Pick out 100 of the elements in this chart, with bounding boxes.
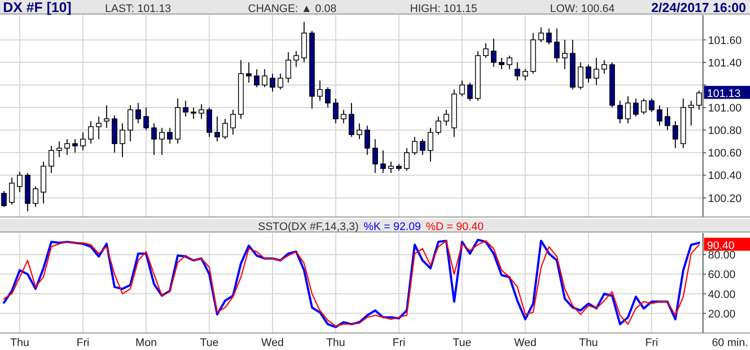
candlestick bbox=[514, 62, 520, 81]
candlestick bbox=[325, 86, 331, 108]
candlestick bbox=[72, 138, 78, 154]
candlestick bbox=[594, 57, 600, 86]
y-tick-label: 80.00 bbox=[708, 250, 736, 262]
candlestick bbox=[340, 109, 346, 124]
x-tick-label: Tue bbox=[452, 337, 472, 349]
candlestick bbox=[664, 107, 670, 131]
candlestick bbox=[380, 150, 386, 174]
candlestick bbox=[546, 28, 552, 45]
candlestick bbox=[206, 107, 212, 138]
annotation: LAST: 101.13 bbox=[105, 3, 172, 15]
candlestick bbox=[167, 127, 173, 144]
x-tick-label: Wed bbox=[514, 337, 536, 349]
candlestick bbox=[356, 122, 362, 140]
candlestick bbox=[586, 64, 592, 84]
series-label: %K = 92.09 bbox=[364, 221, 421, 233]
candlestick bbox=[640, 98, 647, 115]
chart-title: DX #F [10] bbox=[3, 0, 72, 15]
candlestick bbox=[56, 140, 62, 158]
annotation: LOW: 100.64 bbox=[550, 3, 615, 15]
candlestick bbox=[120, 122, 126, 158]
candlestick bbox=[270, 73, 276, 92]
y-tick-label: 101.00 bbox=[708, 102, 742, 115]
x-tick-label: Fri bbox=[392, 337, 406, 349]
candlestick bbox=[286, 52, 292, 84]
x-tick-label: Thu bbox=[326, 337, 346, 349]
candlestick bbox=[159, 127, 165, 156]
candlestick bbox=[672, 120, 678, 149]
candlestick bbox=[246, 62, 252, 84]
candlestick bbox=[143, 107, 149, 131]
candlestick bbox=[190, 107, 196, 120]
annotation: 2/24/2017 16:00 bbox=[651, 0, 746, 15]
candlestick bbox=[656, 104, 662, 126]
y-tick-label: 20.00 bbox=[708, 308, 736, 320]
candlestick bbox=[578, 62, 584, 90]
candlestick bbox=[388, 161, 394, 174]
candlestick bbox=[293, 50, 299, 68]
candlestick bbox=[420, 138, 426, 156]
x-tick-label: Thu bbox=[578, 337, 598, 349]
candlestick bbox=[48, 145, 54, 174]
candlestick bbox=[617, 100, 623, 124]
chart-title: SSTO(DX #F,14,3,3) bbox=[258, 221, 359, 233]
candlestick bbox=[372, 138, 378, 174]
candlestick bbox=[490, 38, 496, 68]
y-tick-label: 100.60 bbox=[708, 148, 742, 160]
candlestick bbox=[522, 68, 528, 81]
candlestick bbox=[412, 136, 418, 156]
candlestick bbox=[128, 104, 134, 142]
y-tick-label: 101.40 bbox=[708, 57, 742, 70]
candlestick bbox=[80, 132, 86, 151]
candlestick bbox=[562, 39, 568, 70]
x-tick-label: Tue bbox=[200, 337, 219, 349]
candlestick bbox=[538, 26, 544, 43]
annotation: HIGH: 101.15 bbox=[410, 3, 478, 15]
candlestick bbox=[278, 73, 284, 90]
x-tick-label: Mon bbox=[135, 337, 157, 349]
candlestick bbox=[151, 122, 157, 156]
candlestick bbox=[436, 116, 442, 136]
candlestick bbox=[498, 57, 504, 70]
candlestick bbox=[198, 104, 204, 120]
y-tick-label: 100.20 bbox=[708, 192, 742, 205]
text: 90.40 bbox=[707, 240, 735, 252]
candlestick bbox=[554, 28, 560, 63]
candlestick bbox=[506, 55, 512, 70]
candlestick bbox=[601, 60, 608, 74]
candlestick bbox=[1, 190, 7, 208]
annotation: CHANGE: ▲ 0.08 bbox=[248, 3, 337, 15]
candlestick bbox=[135, 102, 141, 124]
candlestick bbox=[96, 116, 102, 140]
x-tick-label: Fri bbox=[645, 337, 658, 349]
candlestick bbox=[332, 98, 338, 124]
candlestick bbox=[230, 109, 236, 136]
candlestick bbox=[483, 42, 489, 58]
candlestick bbox=[88, 120, 94, 144]
x-tick-label: Fri bbox=[76, 337, 90, 349]
candlestick bbox=[467, 82, 473, 102]
y-tick-label: 60.00 bbox=[708, 269, 736, 282]
x-axis-title: 60 min. bbox=[712, 337, 748, 349]
text: 101.13 bbox=[707, 88, 741, 100]
candlestick bbox=[444, 109, 450, 126]
y-tick-label: 100.40 bbox=[708, 170, 742, 182]
candlestick bbox=[16, 171, 23, 193]
candlestick bbox=[428, 127, 434, 162]
candlestick bbox=[9, 177, 15, 206]
y-tick-label: 101.60 bbox=[708, 34, 742, 47]
candlestick bbox=[633, 98, 639, 118]
series-label: %D = 90.40 bbox=[426, 221, 484, 233]
candlestick bbox=[317, 80, 323, 102]
x-tick-label: Wed bbox=[261, 337, 284, 349]
candlestick bbox=[262, 68, 268, 88]
candlestick bbox=[254, 68, 260, 88]
candlestick bbox=[364, 125, 370, 156]
candlestick bbox=[348, 102, 354, 138]
y-tick-label: 40.00 bbox=[708, 288, 736, 301]
candlestick bbox=[688, 100, 694, 126]
candlestick bbox=[32, 186, 38, 208]
candlestick bbox=[459, 80, 465, 97]
candlestick bbox=[64, 138, 70, 156]
candlestick bbox=[696, 90, 702, 110]
